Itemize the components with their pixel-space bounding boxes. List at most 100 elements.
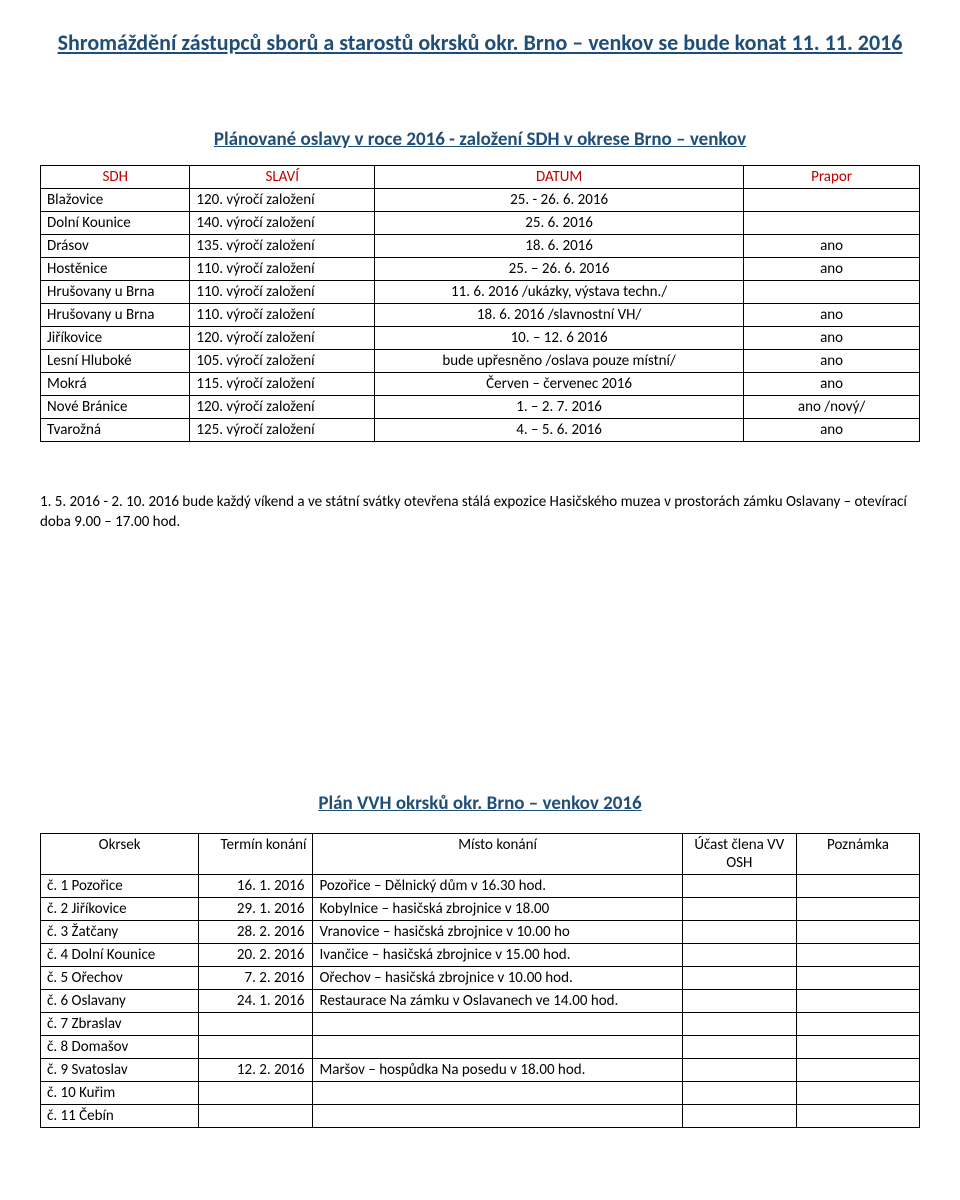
- spacer: [40, 532, 920, 792]
- table-cell: 18. 6. 2016 /slavnostní VH/: [375, 303, 744, 326]
- table-cell: 1. – 2. 7. 2016: [375, 395, 744, 418]
- table-row: č. 5 Ořechov7. 2. 2016Ořechov – hasičská…: [41, 967, 920, 990]
- col-sdh: SDH: [41, 165, 190, 188]
- table-cell: [682, 898, 796, 921]
- table-cell: [796, 875, 919, 898]
- table-row: Hrušovany u Brna110. výročí založení18. …: [41, 303, 920, 326]
- col-prapor: Prapor: [744, 165, 920, 188]
- table-cell: Vranovice – hasičská zbrojnice v 10.00 h…: [313, 921, 682, 944]
- table-cell: č. 3 Žatčany: [41, 921, 199, 944]
- table-cell: [682, 967, 796, 990]
- table-cell: [796, 1105, 919, 1128]
- table-cell: č. 7 Zbraslav: [41, 1013, 199, 1036]
- table-cell: 18. 6. 2016: [375, 234, 744, 257]
- table-row: č. 11 Čebín: [41, 1105, 920, 1128]
- table-cell: ano: [744, 349, 920, 372]
- table-cell: [682, 944, 796, 967]
- table-cell: 25. – 26. 6. 2016: [375, 257, 744, 280]
- table-cell: ano: [744, 257, 920, 280]
- table-cell: Dolní Kounice: [41, 211, 190, 234]
- table-cell: č. 11 Čebín: [41, 1105, 199, 1128]
- table-cell: [199, 1036, 313, 1059]
- table-row: Lesní Hluboké105. výročí založeníbude up…: [41, 349, 920, 372]
- table-cell: [796, 944, 919, 967]
- table-cell: 10. – 12. 6 2016: [375, 326, 744, 349]
- vvh-table: Okrsek Termín konání Místo konání Účast …: [40, 833, 920, 1128]
- table-cell: 4. – 5. 6. 2016: [375, 418, 744, 441]
- table-cell: [199, 1082, 313, 1105]
- table-cell: Jiříkovice: [41, 326, 190, 349]
- table-cell: [796, 1082, 919, 1105]
- table-cell: Kobylnice – hasičská zbrojnice v 18.00: [313, 898, 682, 921]
- table-cell: Hostěnice: [41, 257, 190, 280]
- table-cell: [744, 188, 920, 211]
- table-header-row: Okrsek Termín konání Místo konání Účast …: [41, 834, 920, 875]
- table-row: Hrušovany u Brna110. výročí založení11. …: [41, 280, 920, 303]
- table-cell: [796, 921, 919, 944]
- table-cell: 12. 2. 2016: [199, 1059, 313, 1082]
- table-cell: [313, 1105, 682, 1128]
- table-cell: č. 9 Svatoslav: [41, 1059, 199, 1082]
- table-cell: Červen – červenec 2016: [375, 372, 744, 395]
- table-cell: Ivančice – hasičská zbrojnice v 15.00 ho…: [313, 944, 682, 967]
- museum-paragraph: 1. 5. 2016 - 2. 10. 2016 bude každý víke…: [40, 492, 920, 533]
- table-row: Nové Bránice120. výročí založení1. – 2. …: [41, 395, 920, 418]
- table-cell: Maršov – hospůdka Na posedu v 18.00 hod.: [313, 1059, 682, 1082]
- table-cell: bude upřesněno /oslava pouze místní/: [375, 349, 744, 372]
- table-cell: 110. výročí založení: [190, 257, 375, 280]
- table-cell: [682, 875, 796, 898]
- col-poznamka: Poznámka: [796, 834, 919, 875]
- table-cell: č. 4 Dolní Kounice: [41, 944, 199, 967]
- table-cell: Restaurace Na zámku v Oslavanech ve 14.0…: [313, 990, 682, 1013]
- table-row: č. 6 Oslavany24. 1. 2016Restaurace Na zá…: [41, 990, 920, 1013]
- table-cell: Mokrá: [41, 372, 190, 395]
- table-cell: [682, 921, 796, 944]
- table-row: Tvarožná125. výročí založení4. – 5. 6. 2…: [41, 418, 920, 441]
- col-datum: DATUM: [375, 165, 744, 188]
- section-title-oslavy: Plánované oslavy v roce 2016 - založení …: [40, 128, 920, 151]
- table-cell: [682, 1036, 796, 1059]
- table-row: Dolní Kounice140. výročí založení25. 6. …: [41, 211, 920, 234]
- table-cell: 135. výročí založení: [190, 234, 375, 257]
- col-ucast: Účast člena VV OSH: [682, 834, 796, 875]
- table-cell: [796, 967, 919, 990]
- table-cell: 25. - 26. 6. 2016: [375, 188, 744, 211]
- table-cell: ano: [744, 372, 920, 395]
- table-cell: [313, 1082, 682, 1105]
- table-cell: ano: [744, 418, 920, 441]
- table-cell: Nové Bránice: [41, 395, 190, 418]
- col-misto: Místo konání: [313, 834, 682, 875]
- table-cell: [796, 1036, 919, 1059]
- table-cell: [682, 1013, 796, 1036]
- table-cell: 140. výročí založení: [190, 211, 375, 234]
- table-cell: č. 1 Pozořice: [41, 875, 199, 898]
- table-row: č. 7 Zbraslav: [41, 1013, 920, 1036]
- col-slavi: SLAVÍ: [190, 165, 375, 188]
- table-cell: 105. výročí založení: [190, 349, 375, 372]
- table-row: č. 2 Jiříkovice29. 1. 2016Kobylnice – ha…: [41, 898, 920, 921]
- table-cell: 115. výročí založení: [190, 372, 375, 395]
- table-cell: [744, 211, 920, 234]
- table-cell: 11. 6. 2016 /ukázky, výstava techn./: [375, 280, 744, 303]
- table-cell: 120. výročí založení: [190, 326, 375, 349]
- table-cell: č. 10 Kuřim: [41, 1082, 199, 1105]
- table-row: Blažovice120. výročí založení25. - 26. 6…: [41, 188, 920, 211]
- table-cell: ano: [744, 234, 920, 257]
- table-cell: [199, 1013, 313, 1036]
- table-row: č. 1 Pozořice16. 1. 2016Pozořice – Dělni…: [41, 875, 920, 898]
- table-cell: [796, 990, 919, 1013]
- table-row: Hostěnice110. výročí založení25. – 26. 6…: [41, 257, 920, 280]
- table-cell: [199, 1105, 313, 1128]
- col-termin: Termín konání: [199, 834, 313, 875]
- table-row: č. 8 Domašov: [41, 1036, 920, 1059]
- table-row: Jiříkovice120. výročí založení10. – 12. …: [41, 326, 920, 349]
- table-cell: Pozořice – Dělnický dům v 16.30 hod.: [313, 875, 682, 898]
- table-cell: 120. výročí založení: [190, 395, 375, 418]
- main-title: Shromáždění zástupců sborů a starostů ok…: [40, 28, 920, 58]
- table-cell: [796, 1013, 919, 1036]
- table-row: Mokrá115. výročí založeníČerven – červen…: [41, 372, 920, 395]
- table-cell: Blažovice: [41, 188, 190, 211]
- table-cell: 29. 1. 2016: [199, 898, 313, 921]
- table-cell: [682, 990, 796, 1013]
- table-cell: č. 8 Domašov: [41, 1036, 199, 1059]
